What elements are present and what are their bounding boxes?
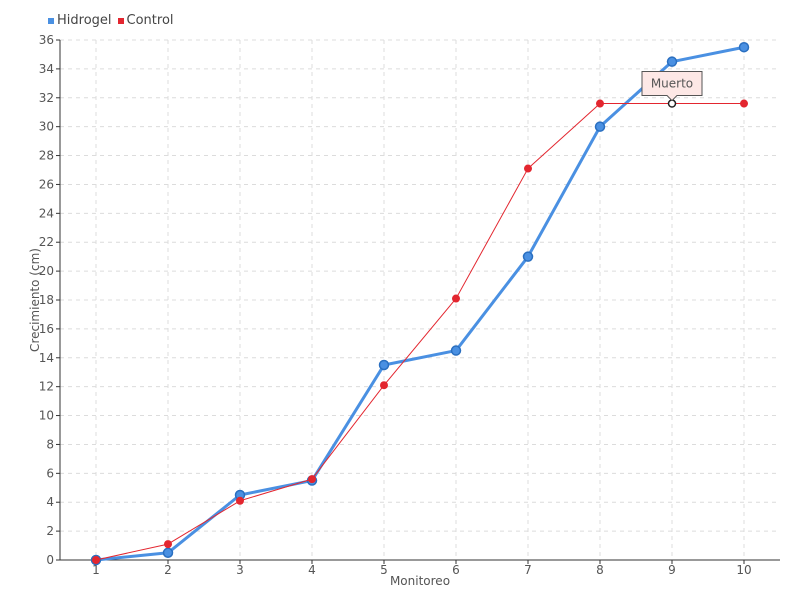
data-point-control xyxy=(92,556,100,564)
x-tick-label: 3 xyxy=(236,563,244,577)
y-tick-label: 22 xyxy=(39,235,54,249)
x-tick-label: 1 xyxy=(92,563,100,577)
y-tick-label: 32 xyxy=(39,91,54,105)
data-point-control xyxy=(308,475,316,484)
data-point-control xyxy=(164,540,172,549)
y-tick-label: 20 xyxy=(39,264,54,278)
x-axis-title: Monitoreo xyxy=(390,574,450,588)
y-tick-label: 36 xyxy=(39,33,54,47)
y-tick-label: 16 xyxy=(39,322,54,336)
annotation-box xyxy=(641,71,703,102)
x-tick-label: 5 xyxy=(380,563,388,577)
x-tick-label: 8 xyxy=(596,563,604,577)
legend-swatch-hidrogel xyxy=(48,17,54,24)
legend: Hidrogel Control xyxy=(48,13,174,28)
data-point-hidrogel xyxy=(162,547,174,559)
data-point-hidrogel xyxy=(666,56,678,67)
grid xyxy=(60,39,780,560)
y-tick-label: 10 xyxy=(39,409,54,423)
y-tick-label: 26 xyxy=(39,177,54,191)
y-tick-label: 30 xyxy=(39,120,54,134)
data-point-control xyxy=(524,164,532,173)
y-tick-label: 0 xyxy=(46,553,54,567)
data-point-control xyxy=(740,99,748,108)
legend-swatch-control xyxy=(117,17,124,24)
y-tick-label: 14 xyxy=(39,351,54,365)
data-point-hidrogel xyxy=(378,359,390,371)
data-point-hidrogel xyxy=(738,41,750,53)
data-point-control xyxy=(380,381,388,390)
y-axis-title: Crecimiento (cm) xyxy=(28,248,42,352)
y-tick-label: 12 xyxy=(39,380,54,394)
legend-item-hidrogel[interactable]: Hidrogel xyxy=(48,13,112,28)
y-tick-label: 34 xyxy=(39,62,54,76)
x-tick-label: 9 xyxy=(668,563,676,577)
data-point-control xyxy=(596,99,604,108)
legend-label-control: Control xyxy=(126,13,174,28)
series-layer xyxy=(90,41,750,566)
y-tick-label: 8 xyxy=(46,437,54,451)
data-point-hidrogel xyxy=(450,345,462,356)
data-point-control xyxy=(236,496,244,505)
annotation-text: Muerto xyxy=(651,77,693,91)
x-tick-label: 2 xyxy=(164,563,172,577)
y-tick-label: 18 xyxy=(39,293,54,307)
legend-item-control[interactable]: Control xyxy=(117,13,174,28)
x-tick-label: 6 xyxy=(452,563,460,577)
y-tick-label: 28 xyxy=(39,149,54,163)
y-tick-label: 4 xyxy=(46,495,54,509)
data-point-hidrogel xyxy=(522,251,534,262)
y-tick-label: 2 xyxy=(46,524,54,538)
x-tick-label: 7 xyxy=(524,563,532,577)
y-tick-label: 24 xyxy=(39,206,54,220)
data-point-hidrogel xyxy=(594,121,606,132)
x-tick-label: 10 xyxy=(736,563,751,577)
annotation-tooltip: Muerto xyxy=(641,71,703,102)
data-point-control xyxy=(452,294,460,303)
x-tick-label: 4 xyxy=(308,563,316,577)
annotation-layer: Muerto xyxy=(641,71,703,102)
series-line-control xyxy=(95,103,744,561)
legend-label-hidrogel: Hidrogel xyxy=(57,13,112,28)
y-tick-label: 6 xyxy=(46,466,54,480)
series-line-hidrogel xyxy=(95,45,745,562)
